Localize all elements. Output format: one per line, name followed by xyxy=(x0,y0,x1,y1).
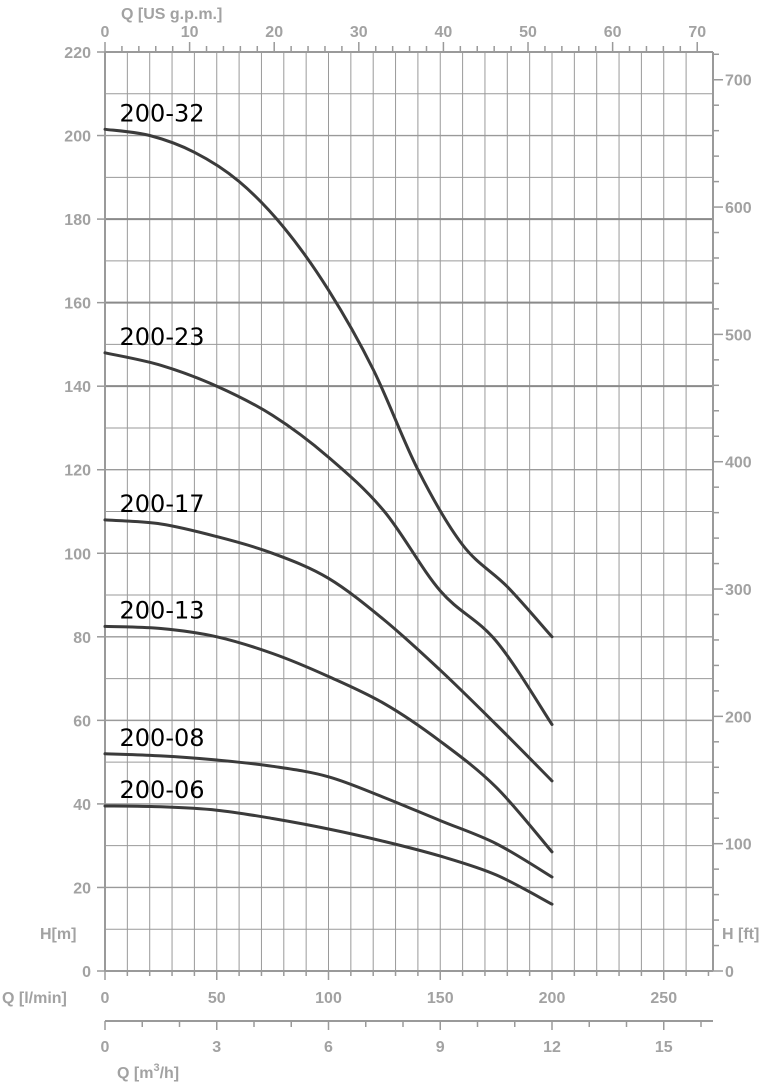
bottom2-tick-label: 12 xyxy=(543,1039,561,1056)
bottom2-tick-label: 3 xyxy=(212,1039,221,1056)
left-tick-label: 200 xyxy=(64,129,91,146)
curve-label-200-23: 200-23 xyxy=(120,323,205,351)
right-tick-label: 500 xyxy=(725,327,752,344)
curve-200-23 xyxy=(103,351,554,726)
bottom-tick-label: 100 xyxy=(315,990,342,1007)
left-tick-label: 40 xyxy=(73,797,91,814)
right-axis-title: H [ft] xyxy=(722,926,759,943)
right-tick-label: 600 xyxy=(725,200,752,217)
right-tick-label: 400 xyxy=(725,455,752,472)
performance-curves xyxy=(103,127,554,906)
curve-label-200-13: 200-13 xyxy=(120,596,205,624)
curve-label-200-17: 200-17 xyxy=(120,490,205,518)
left-tick-label: 0 xyxy=(82,964,91,981)
bottom-tick-label: 50 xyxy=(208,990,226,1007)
curve-label-200-08: 200-08 xyxy=(120,724,205,752)
top-tick-label: 40 xyxy=(435,24,453,41)
top-axis-title: Q [US g.p.m.] xyxy=(121,6,222,23)
bottom2-tick-label: 15 xyxy=(655,1039,673,1056)
top-tick-label: 20 xyxy=(265,24,283,41)
curve-200-32 xyxy=(103,127,554,639)
text-labels: Q [US g.p.m.] H[m] H [ft] Q [l/min] Q [m… xyxy=(2,6,759,1082)
bottom-tick-label: 200 xyxy=(539,990,566,1007)
bottom2-tick-label: 0 xyxy=(101,1039,110,1056)
curve-200-08 xyxy=(103,752,554,879)
right-tick-label: 700 xyxy=(725,73,752,90)
right-tick-label: 0 xyxy=(725,964,734,981)
left-tick-label: 60 xyxy=(73,713,91,730)
left-tick-label: 140 xyxy=(64,379,91,396)
bottom-axis-title: Q [l/min] xyxy=(2,990,67,1007)
bottom-tick-label: 0 xyxy=(101,990,110,1007)
curve-200-17 xyxy=(103,518,554,783)
top-tick-label: 50 xyxy=(519,24,537,41)
top-tick-label: 30 xyxy=(350,24,368,41)
left-tick-label: 220 xyxy=(64,45,91,62)
chart-grid xyxy=(105,52,713,971)
curve-label-200-32: 200-32 xyxy=(120,99,205,127)
right-tick-label: 200 xyxy=(725,709,752,726)
curve-200-13 xyxy=(103,624,554,854)
bottom2-tick-label: 6 xyxy=(324,1039,333,1056)
left-tick-label: 20 xyxy=(73,880,91,897)
left-tick-label: 80 xyxy=(73,630,91,647)
bottom2-axis-title: Q [m3/h] xyxy=(117,1062,179,1082)
top-tick-label: 0 xyxy=(101,24,110,41)
curve-200-06 xyxy=(103,804,554,906)
top-tick-label: 10 xyxy=(181,24,199,41)
top-tick-label: 70 xyxy=(688,24,706,41)
bottom-tick-label: 250 xyxy=(650,990,677,1007)
bottom-tick-label: 150 xyxy=(427,990,454,1007)
top-tick-label: 60 xyxy=(604,24,622,41)
left-tick-label: 180 xyxy=(64,212,91,229)
left-tick-label: 100 xyxy=(64,546,91,563)
chart-axes xyxy=(97,42,723,1030)
right-tick-label: 100 xyxy=(725,837,752,854)
left-tick-label: 120 xyxy=(64,463,91,480)
right-tick-label: 300 xyxy=(725,582,752,599)
left-tick-label: 160 xyxy=(64,296,91,313)
curve-label-200-06: 200-06 xyxy=(120,776,205,804)
left-axis-title: H[m] xyxy=(40,926,76,943)
bottom2-tick-label: 9 xyxy=(436,1039,445,1056)
